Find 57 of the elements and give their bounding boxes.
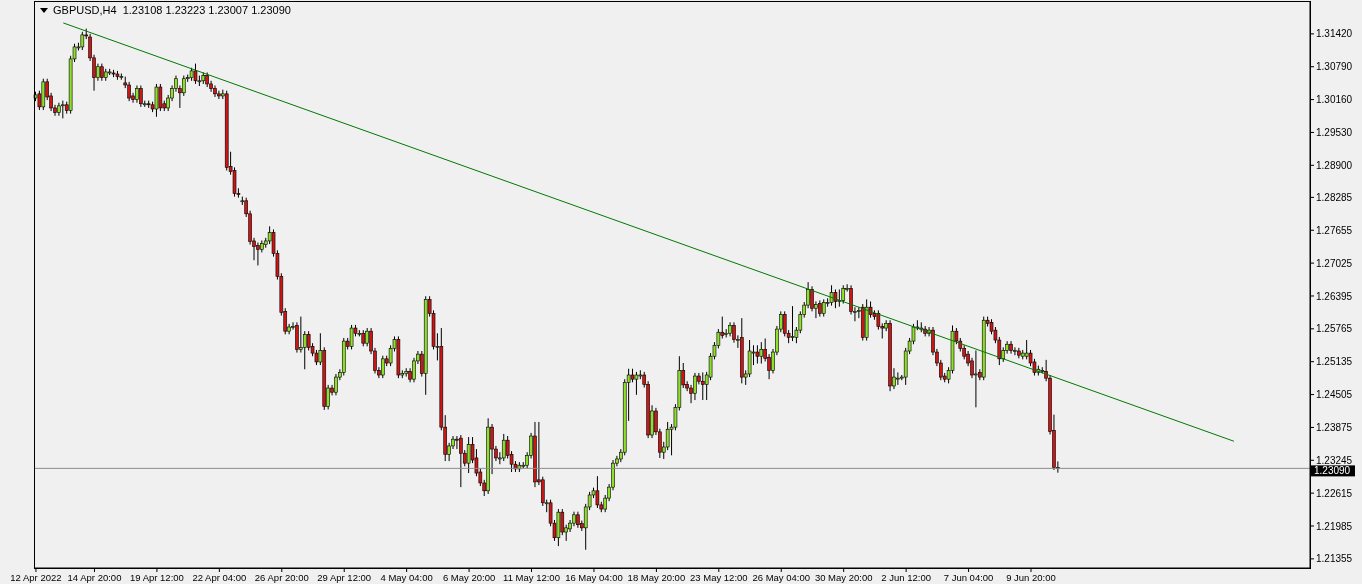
candlestick [896, 371, 900, 386]
x-tick-label: 2 Jun 12:00 [881, 572, 931, 583]
ref-line-label: 1.23090 [1314, 465, 1351, 477]
y-tick-label: 1.23245 [1316, 454, 1353, 466]
y-tick-label: 1.22615 [1316, 487, 1353, 499]
x-tick-label: 9 Jun 20:00 [1006, 572, 1056, 583]
y-tick-label: 1.26395 [1316, 290, 1353, 302]
candlestick [139, 85, 143, 108]
x-tick-label: 12 Apr 2022 [10, 572, 62, 583]
candlestick [732, 321, 736, 344]
x-tick-label: 23 May 12:00 [690, 572, 748, 583]
x-tick-label: 14 Apr 20:00 [67, 572, 122, 583]
x-tick-label: 6 May 20:00 [442, 572, 496, 583]
y-tick-label: 1.28285 [1316, 191, 1353, 203]
candlestick [755, 344, 760, 365]
candlestick [334, 373, 338, 396]
y-tick-label: 1.30790 [1316, 61, 1353, 73]
candlestick [841, 284, 846, 305]
candlestick [380, 355, 385, 379]
y-tick-label: 1.27655 [1316, 224, 1353, 236]
candlestick [1009, 340, 1013, 355]
x-tick-label: 26 May 04:00 [752, 572, 811, 583]
candlestick [217, 90, 221, 100]
candlestick [213, 85, 217, 98]
x-tick-label: 16 May 04:00 [565, 572, 623, 583]
x-tick-label: 4 May 04:00 [380, 572, 433, 583]
y-tick-label: 1.25135 [1316, 356, 1353, 368]
y-tick-label: 1.28900 [1316, 159, 1353, 171]
x-tick-label: 29 Apr 12:00 [317, 572, 372, 583]
x-tick-label: 22 Apr 04:00 [192, 572, 247, 583]
candlestick [974, 349, 978, 408]
candlestick [759, 341, 764, 365]
candlestick [127, 81, 131, 102]
x-tick-label: 19 Apr 12:00 [129, 572, 184, 583]
y-tick-label: 1.25765 [1316, 323, 1353, 335]
y-tick-label: 1.21985 [1316, 520, 1353, 532]
y-tick-label: 1.30160 [1316, 94, 1353, 106]
x-tick-label: 11 May 12:00 [503, 572, 560, 583]
y-tick-label: 1.21355 [1316, 553, 1353, 565]
candlestick [501, 433, 506, 462]
candlestick [560, 508, 565, 536]
x-tick-label: 18 May 20:00 [627, 572, 686, 583]
candlestick [693, 372, 697, 401]
candlestick [80, 31, 85, 51]
y-tick-label: 1.23875 [1316, 421, 1353, 433]
x-tick-label: 30 May 20:00 [814, 572, 873, 583]
x-tick-label: 26 Apr 20:00 [254, 572, 309, 583]
x-tick-label: 7 Jun 04:00 [943, 572, 994, 583]
candlestick [295, 321, 299, 354]
chart-title: GBPUSD,H4 1.23108 1.23223 1.23007 1.23090 [53, 4, 291, 16]
y-tick-label: 1.27025 [1316, 257, 1353, 269]
y-tick-label: 1.24505 [1316, 389, 1353, 401]
candlestick [256, 242, 260, 266]
y-tick-label: 1.29530 [1316, 127, 1353, 138]
candlestick [455, 435, 459, 450]
candlestick [459, 434, 463, 488]
y-tick-label: 1.31420 [1316, 28, 1353, 40]
